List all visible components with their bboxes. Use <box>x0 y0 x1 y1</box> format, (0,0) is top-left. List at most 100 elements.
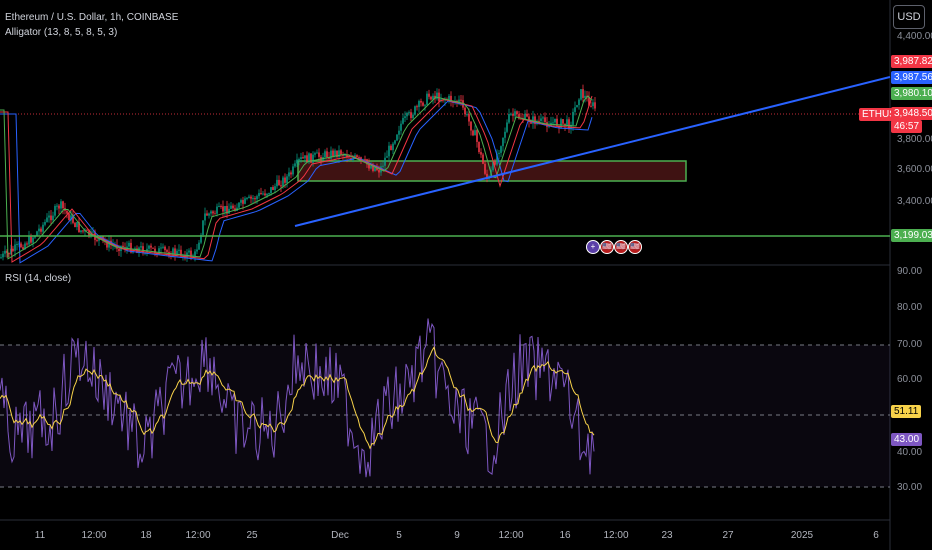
bar-countdown-tag: 46:57 <box>891 120 923 133</box>
time-label: 12:00 <box>603 530 629 541</box>
candle-body <box>164 246 166 251</box>
candle-body <box>382 165 384 167</box>
event-marker-plus[interactable]: + <box>586 240 600 254</box>
candle-body <box>472 130 474 136</box>
candle-body <box>552 122 554 124</box>
time-label: 12:00 <box>498 530 524 541</box>
ascending-trendline[interactable] <box>294 76 891 227</box>
candle-body <box>408 112 410 114</box>
candle-body <box>312 154 314 163</box>
candle-body <box>222 206 224 212</box>
candle-body <box>270 187 272 194</box>
candle-body <box>486 173 488 179</box>
candle-body <box>368 164 370 169</box>
time-label: 23 <box>661 530 673 541</box>
candle-body <box>480 152 482 155</box>
candle-body <box>160 247 162 249</box>
candle-body <box>390 145 392 151</box>
candle-body <box>334 150 336 157</box>
candle-body <box>422 102 424 106</box>
time-label: 25 <box>246 530 258 541</box>
candle-body <box>330 150 332 159</box>
rsi-legend[interactable]: RSI (14, close) <box>5 273 72 284</box>
candle-body <box>412 114 414 119</box>
candle-body <box>172 248 174 257</box>
candle-body <box>374 167 376 171</box>
candle-body <box>32 237 34 243</box>
candle-body <box>228 208 230 214</box>
candle-body <box>532 116 534 124</box>
candle-body <box>280 185 282 187</box>
event-marker-us-flag[interactable]: 🇺🇸 <box>628 240 642 254</box>
candle-body <box>540 118 542 122</box>
candle-body <box>24 243 26 250</box>
candle-body <box>496 153 498 165</box>
time-label: 12:00 <box>185 530 211 541</box>
candle-body <box>88 229 90 236</box>
candle-body <box>576 105 578 108</box>
candle-body <box>216 206 218 214</box>
candle-body <box>264 193 266 196</box>
candle-body <box>230 205 232 209</box>
candle-body <box>4 250 6 254</box>
candle-body <box>504 131 506 138</box>
candle-body <box>258 193 260 197</box>
alligator-legend[interactable]: Alligator (13, 8, 5, 8, 5, 3) <box>5 27 118 38</box>
candle-body <box>12 248 14 251</box>
candle-body <box>150 245 152 248</box>
candle-body <box>26 243 28 245</box>
candle-body <box>338 150 340 158</box>
green-line-price-tag: 3,980.10 <box>891 87 932 100</box>
candle-body <box>544 117 546 123</box>
candle-body <box>30 236 32 243</box>
candle-body <box>594 102 596 109</box>
candle-body <box>568 119 570 129</box>
price-candles <box>0 84 596 262</box>
candle-body <box>54 206 56 216</box>
candle-body <box>128 242 130 247</box>
candle-body <box>218 206 220 208</box>
candle-body <box>508 114 510 123</box>
candle-body <box>572 111 574 125</box>
candle-body <box>584 95 586 98</box>
candle-body <box>68 213 70 221</box>
candle-body <box>346 154 348 158</box>
candle-body <box>162 246 164 248</box>
candle-body <box>360 157 362 160</box>
support-price-tag: 3,199.03 <box>891 229 932 242</box>
candle-body <box>158 248 160 255</box>
event-marker-us-flag[interactable]: 🇺🇸 <box>600 240 614 254</box>
candle-body <box>10 248 12 255</box>
candle-body <box>384 157 386 166</box>
blue-line-price-tag: 3,987.56 <box>891 71 932 84</box>
currency-button[interactable]: USD <box>893 5 925 29</box>
price-tick: 3,800.00 <box>897 134 932 145</box>
candle-body <box>86 229 88 231</box>
candle-body <box>386 156 388 158</box>
candle-body <box>586 95 588 98</box>
candle-body <box>50 215 52 221</box>
candle-body <box>400 123 402 131</box>
candle-body <box>588 97 590 106</box>
candle-body <box>226 205 228 214</box>
candle-body <box>80 230 82 233</box>
support-zone-rectangle[interactable] <box>297 160 687 182</box>
candle-body <box>356 155 358 158</box>
candle-body <box>276 179 278 187</box>
candle-body <box>392 143 394 151</box>
candle-body <box>252 198 254 200</box>
candle-body <box>204 213 206 221</box>
candle-body <box>564 123 566 126</box>
candle-body <box>44 222 46 225</box>
time-label: Dec <box>331 530 349 541</box>
candle-body <box>590 105 592 107</box>
candle-body <box>416 106 418 108</box>
candle-body <box>262 193 264 195</box>
candle-body <box>406 113 408 117</box>
candle-body <box>62 201 64 209</box>
candle-body <box>92 231 94 233</box>
event-marker-us-flag[interactable]: 🇺🇸 <box>614 240 628 254</box>
candle-body <box>36 231 38 236</box>
candle-body <box>562 119 564 124</box>
